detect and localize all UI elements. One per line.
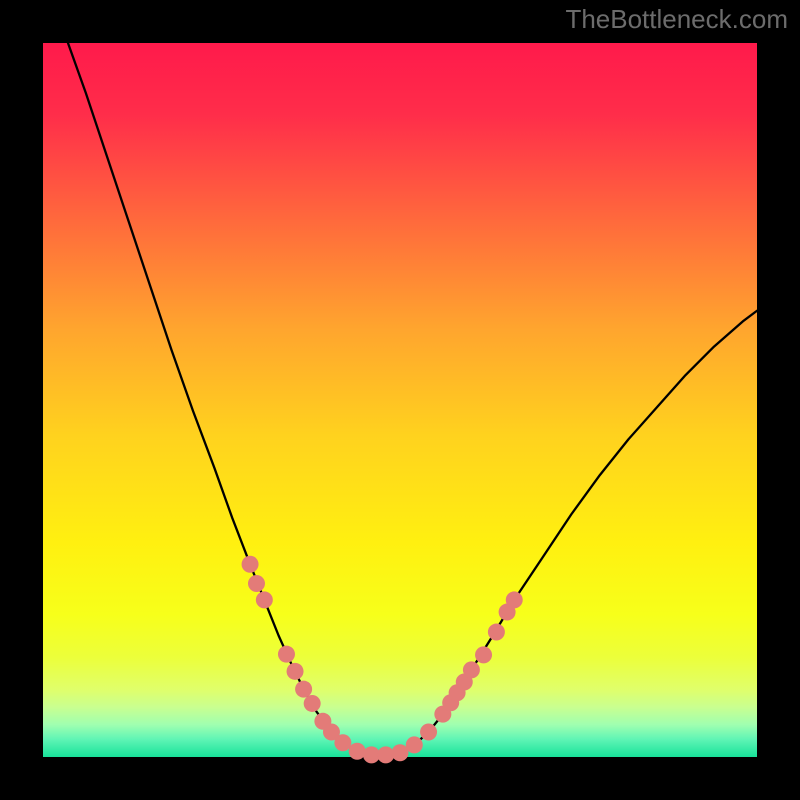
marker-dot <box>278 646 295 663</box>
marker-dot <box>287 663 304 680</box>
marker-dot <box>295 681 312 698</box>
marker-dot <box>406 736 423 753</box>
plot-area <box>43 43 757 757</box>
marker-dot <box>392 744 409 761</box>
marker-dot <box>248 575 265 592</box>
marker-dot <box>420 724 437 741</box>
marker-dot <box>256 591 273 608</box>
bottleneck-chart: TheBottleneck.com <box>0 0 800 800</box>
marker-dot <box>506 591 523 608</box>
marker-dot <box>488 624 505 641</box>
marker-dot <box>475 646 492 663</box>
marker-dot <box>304 695 321 712</box>
chart-root: TheBottleneck.com <box>0 0 800 800</box>
marker-dot <box>334 734 351 751</box>
marker-dot <box>463 661 480 678</box>
marker-dot <box>242 556 259 573</box>
watermark-text: TheBottleneck.com <box>565 4 788 34</box>
marker-dot <box>349 743 366 760</box>
marker-dot <box>377 746 394 763</box>
